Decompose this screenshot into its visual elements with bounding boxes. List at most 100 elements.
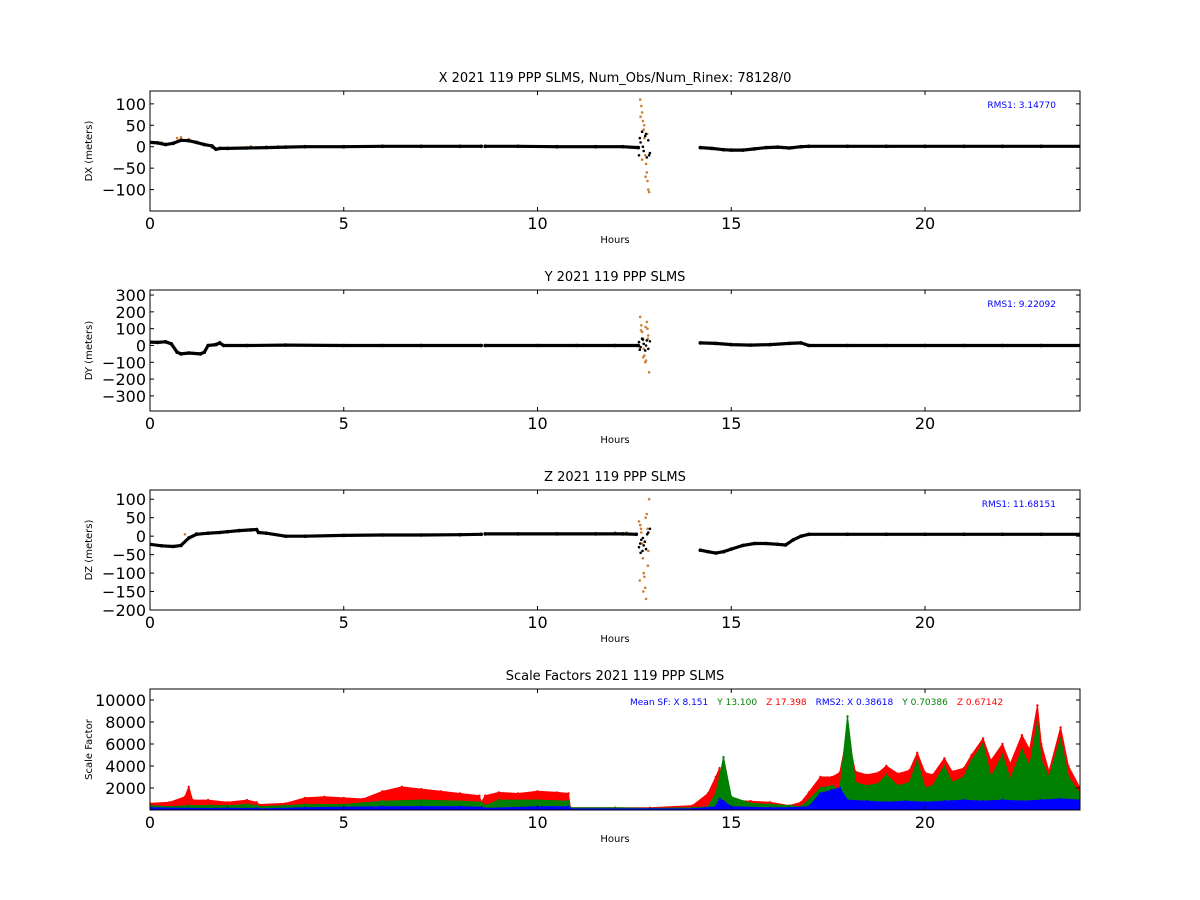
x-tick-label: 20 — [915, 214, 935, 233]
x-tick-label: 10 — [527, 214, 547, 233]
series-z-point — [706, 792, 710, 795]
series-z-point — [908, 769, 911, 772]
series-5-point — [845, 343, 850, 348]
series-4-point — [638, 348, 642, 352]
rms-annotation: RMS1: 11.68151 — [982, 500, 1056, 510]
series-1-point — [647, 549, 650, 553]
series-y-point — [187, 804, 190, 807]
series-y-point — [1028, 764, 1031, 768]
series-x-point — [718, 797, 721, 801]
series-z-point — [981, 737, 985, 740]
series-2-point — [419, 144, 424, 149]
rms-annotation: RMS1: 9.22092 — [987, 300, 1056, 310]
series-5-point — [698, 341, 703, 345]
series-3-point — [636, 145, 641, 150]
series-5-point — [710, 146, 714, 151]
series-x-point — [819, 792, 822, 795]
y-tick-label: 50 — [126, 509, 146, 528]
series-z-point — [819, 775, 822, 779]
series-x-point — [257, 807, 260, 810]
series-2-point — [187, 351, 191, 355]
scale-factor-summary-part: Y 13.100 — [716, 698, 757, 708]
series-4-point — [644, 132, 648, 136]
series-2-point — [256, 530, 261, 535]
series-x-point — [303, 806, 307, 809]
series-y-point — [854, 781, 857, 784]
series-1-point — [645, 171, 649, 174]
y-tick-label: 300 — [115, 286, 146, 305]
series-2-point — [202, 350, 207, 355]
series-z-point — [950, 770, 954, 773]
x-axis-label: Hours — [600, 235, 629, 246]
series-5-point — [706, 549, 710, 554]
series-z-point — [284, 802, 287, 805]
series-x-point — [255, 807, 258, 810]
series-1-point — [640, 111, 644, 114]
x-tick-label: 15 — [721, 813, 741, 832]
series-y-point — [943, 764, 946, 768]
rms-annotation: RMS1: 3.14770 — [987, 101, 1056, 111]
series-y-point — [303, 803, 307, 806]
series-x-point — [923, 801, 927, 804]
series-z-point — [478, 794, 481, 797]
series-4-point — [648, 527, 652, 531]
series-x-point — [807, 805, 810, 808]
series-2-point — [210, 144, 214, 148]
series-3-point — [574, 343, 579, 348]
series-2-point — [342, 343, 346, 348]
series-5-point — [799, 144, 803, 149]
y-tick-label: −200 — [102, 601, 146, 620]
x-tick-label: 20 — [915, 613, 935, 632]
series-1-point — [645, 512, 649, 516]
series-z-point — [342, 796, 345, 800]
x-tick-label: 5 — [339, 813, 349, 832]
series-5-point — [729, 547, 734, 551]
series-3-point — [483, 343, 488, 348]
series-y-point — [1040, 759, 1043, 762]
series-4-point — [644, 344, 648, 347]
series-1-point — [647, 334, 650, 337]
x-tick-label: 10 — [527, 813, 547, 832]
series-1-point — [644, 162, 648, 166]
series-4-point — [637, 340, 641, 344]
series-2-point — [254, 527, 259, 532]
series-2-point — [169, 342, 174, 346]
series-4-point — [647, 154, 651, 157]
series-3-point — [555, 532, 559, 536]
series-y-point — [908, 781, 911, 784]
series-5-point — [787, 341, 792, 346]
series-z-point — [718, 767, 721, 770]
series-z-point — [970, 753, 973, 757]
series-z-point — [1036, 704, 1039, 707]
series-z-point — [439, 790, 442, 793]
series-z-point — [1028, 748, 1031, 751]
scale-factor-summary-part: Y 0.70386 — [901, 698, 948, 708]
series-5-trace — [698, 144, 1080, 152]
series-2-point — [179, 543, 183, 548]
series-5-point — [807, 343, 811, 348]
series-2-trace — [150, 340, 483, 356]
x-axis-label: Hours — [600, 834, 629, 845]
x-tick-label: 10 — [527, 613, 547, 632]
series-5-point — [752, 541, 757, 546]
series-5-trace — [698, 341, 1080, 348]
series-y-point — [896, 784, 900, 787]
series-z-point — [830, 775, 834, 779]
series-1-point — [647, 371, 651, 374]
y-tick-label: −100 — [102, 353, 146, 372]
series-1-point — [640, 542, 644, 545]
series-4-point — [639, 141, 642, 144]
series-1-point — [646, 564, 650, 567]
series-x-point — [904, 800, 907, 803]
series-y-point — [1020, 748, 1024, 751]
y-tick-label: 50 — [126, 116, 146, 135]
series-y-point — [962, 775, 965, 779]
series-z-point — [536, 790, 539, 793]
series-1-point — [642, 590, 645, 593]
series-z-point — [989, 759, 993, 762]
series-5-point — [764, 145, 768, 150]
series-2-point — [198, 352, 203, 356]
series-1-point — [642, 347, 645, 351]
series-1-point — [647, 497, 651, 501]
series-4-point — [640, 130, 644, 133]
